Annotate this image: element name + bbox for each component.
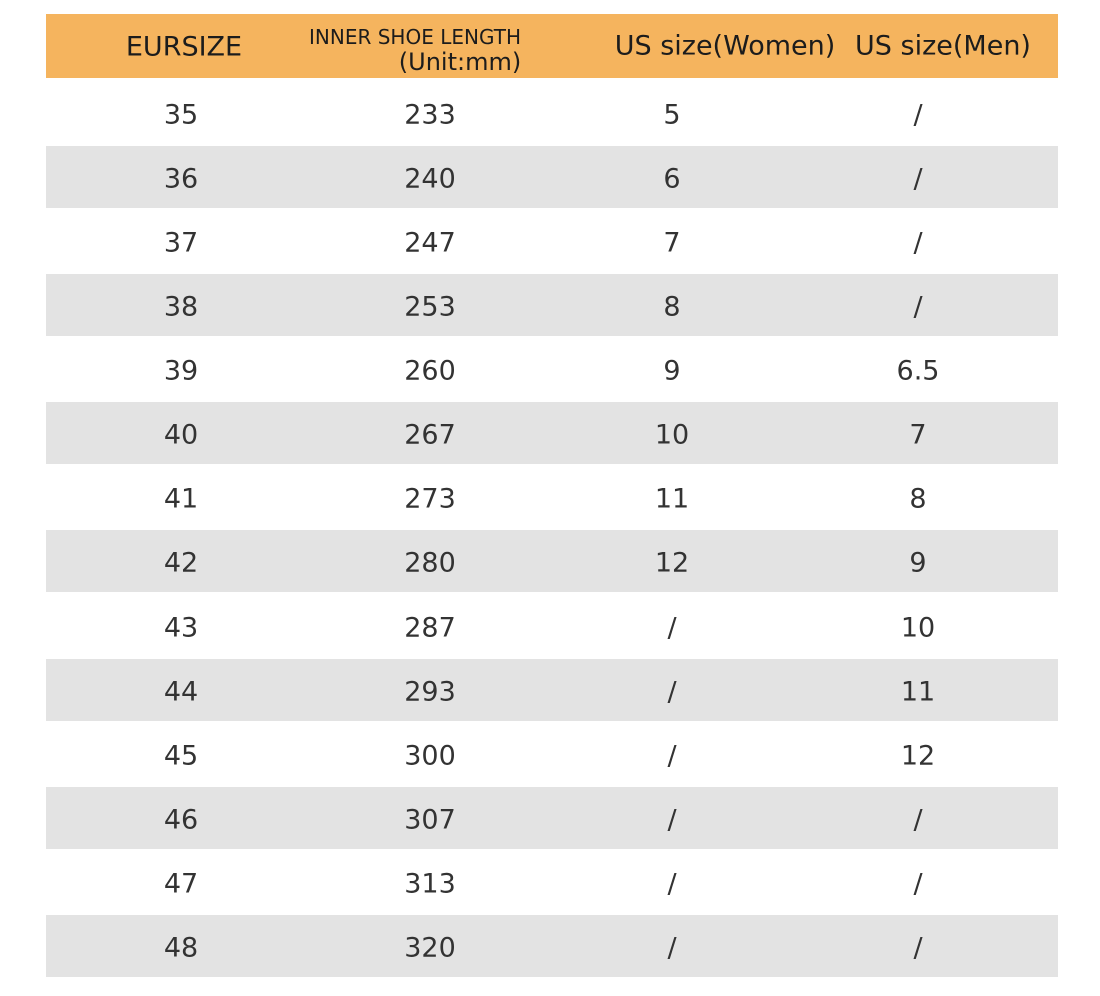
- table-cell: 233: [404, 99, 456, 131]
- table-cell: /: [913, 99, 923, 131]
- table-cell: 260: [404, 355, 456, 387]
- table-cell: 39: [163, 355, 199, 387]
- table-row: [46, 146, 1058, 209]
- table-cell: 7: [663, 227, 681, 259]
- table-row: [46, 402, 1058, 465]
- table-cell: /: [913, 868, 923, 900]
- table-cell: 37: [163, 227, 199, 259]
- table-cell: 6.5: [896, 355, 940, 387]
- table-cell: 240: [404, 163, 456, 195]
- table-cell: 307: [404, 804, 456, 836]
- table-cell: /: [667, 868, 677, 900]
- table-row: [46, 658, 1058, 721]
- table-cell: 280: [404, 547, 456, 579]
- table-cell: 7: [909, 419, 927, 451]
- table-cell: 47: [163, 868, 199, 900]
- header-cell: INNER SHOE LENGTH: [309, 25, 521, 49]
- table-cell: 11: [654, 483, 690, 515]
- table-row: [46, 786, 1058, 849]
- table-cell: 9: [909, 547, 927, 579]
- table-cell: 35: [163, 99, 199, 131]
- header-cell: EURSIZE: [125, 31, 243, 63]
- table-row: [46, 914, 1058, 977]
- table-row: [46, 274, 1058, 337]
- table-cell: 42: [163, 547, 199, 579]
- table-cell: 10: [900, 612, 936, 644]
- table-cell: /: [913, 227, 923, 259]
- table-cell: 9: [663, 355, 681, 387]
- table-cell: 320: [404, 932, 456, 964]
- table-cell: /: [913, 291, 923, 323]
- table-cell: /: [667, 612, 677, 644]
- table-cell: 40: [163, 419, 199, 451]
- header-cell: US size(Women): [614, 30, 836, 62]
- table-cell: /: [913, 804, 923, 836]
- table-cell: 293: [404, 676, 456, 708]
- table-cell: 267: [404, 419, 456, 451]
- table-cell: 6: [663, 163, 681, 195]
- table-cell: /: [913, 932, 923, 964]
- table-cell: 10: [654, 419, 690, 451]
- table-row: [46, 530, 1058, 593]
- table-cell: 11: [900, 676, 936, 708]
- table-cell: 44: [163, 676, 199, 708]
- header-cell: (Unit:mm): [398, 48, 522, 76]
- table-cell: /: [913, 163, 923, 195]
- table-cell: /: [667, 676, 677, 708]
- table-cell: 38: [163, 291, 199, 323]
- table-cell: 48: [163, 932, 199, 964]
- table-cell: 41: [163, 483, 199, 515]
- table-cell: 36: [163, 163, 199, 195]
- table-cell: 46: [163, 804, 199, 836]
- table-cell: 300: [404, 740, 456, 772]
- table-cell: /: [667, 804, 677, 836]
- table-cell: 45: [163, 740, 199, 772]
- header-cell: US size(Men): [855, 30, 1031, 62]
- table-cell: /: [667, 740, 677, 772]
- table-cell: 5: [663, 99, 681, 131]
- table-cell: 43: [163, 612, 199, 644]
- table-cell: 8: [663, 291, 681, 323]
- table-cell: 253: [404, 291, 456, 323]
- table-cell: 12: [900, 740, 936, 772]
- table-cell: 273: [404, 483, 456, 515]
- table-cell: 8: [909, 483, 927, 515]
- table-cell: 247: [404, 227, 456, 259]
- header-band: [46, 14, 1058, 78]
- table-cell: 287: [404, 612, 456, 644]
- table-cell: 12: [654, 547, 690, 579]
- table-cell: /: [667, 932, 677, 964]
- table-cell: 313: [404, 868, 456, 900]
